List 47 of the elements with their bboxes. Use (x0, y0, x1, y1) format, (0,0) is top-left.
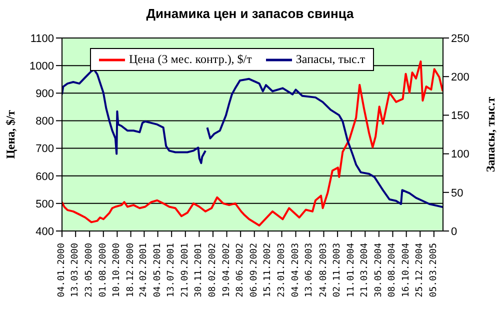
x-tick-label: 08.02.2002 (208, 243, 218, 298)
x-tick-label: 13.07.2001 (166, 243, 177, 298)
y2-tick-label: 0 (451, 226, 458, 238)
x-tick-label: 15.11.2002 (263, 243, 274, 298)
y-axis-title: Цена, $/т (3, 110, 18, 159)
x-tick-label: 23.05.2000 (84, 243, 95, 298)
y-tick-label: 400 (36, 226, 54, 238)
x-tick-label: 02.11.2003 (332, 243, 343, 298)
x-tick-label: 13.06.2003 (304, 243, 315, 298)
x-tick-label: 05.03.2005 (428, 243, 439, 298)
y2-axis-title: Запасы, тыс.т (483, 96, 498, 172)
y2-tick-label: 200 (451, 72, 470, 84)
x-tick-label: 18.12.2000 (126, 243, 136, 298)
chart-title: Динамика цен и запасов свинца (145, 6, 355, 21)
x-tick-label: 04.04.2003 (290, 243, 301, 298)
x-tick-label: 23.01.2003 (276, 243, 287, 298)
y-tick-label: 700 (36, 143, 54, 156)
x-tick-label: 06.09.2002 (249, 243, 260, 298)
x-tick-label: 08.08.2004 (388, 243, 398, 298)
x-tick-label: 11.01.2004 (346, 243, 356, 298)
y-tick-label: 900 (36, 88, 54, 100)
x-tick-label: 21.03.2004 (360, 243, 370, 298)
x-tick-label: 16.10.2004 (401, 243, 412, 298)
x-tick-label: 21.09.2001 (180, 243, 190, 298)
x-tick-label: 10.10.2000 (112, 243, 122, 298)
y-tick-label: 500 (36, 198, 54, 210)
y-tick-label: 600 (36, 170, 54, 183)
y-tick-label: 1100 (30, 32, 54, 45)
x-tick-label: 01.08.2000 (98, 243, 108, 298)
y-tick-label: 800 (36, 116, 54, 128)
y2-tick-label: 100 (451, 148, 470, 161)
x-tick-label: 04.01.2000 (57, 243, 67, 298)
x-tick-label: 30.11.2001 (194, 243, 204, 298)
y2-tick-label: 150 (451, 110, 470, 122)
x-tick-label: 25.12.2004 (415, 243, 426, 298)
y-tick-label: 1000 (30, 60, 54, 72)
y2-tick-label: 250 (451, 32, 470, 45)
x-tick-label: 24.02.2001 (139, 243, 150, 298)
x-tick-label: 30.05.2004 (374, 243, 384, 298)
legend-label: Цена (3 мес. контр.), $/т (129, 52, 252, 67)
x-tick-label: 04.05.2001 (152, 243, 163, 298)
x-tick-label: 19.04.2002 (222, 243, 232, 298)
x-tick-label: 13.03.2000 (70, 243, 81, 298)
x-tick-label: 24.08.2003 (318, 243, 329, 298)
y2-tick-label: 50 (451, 187, 464, 200)
x-tick-label: 28.06.2002 (236, 243, 246, 298)
legend-label: Запасы, тыс.т (296, 52, 366, 67)
